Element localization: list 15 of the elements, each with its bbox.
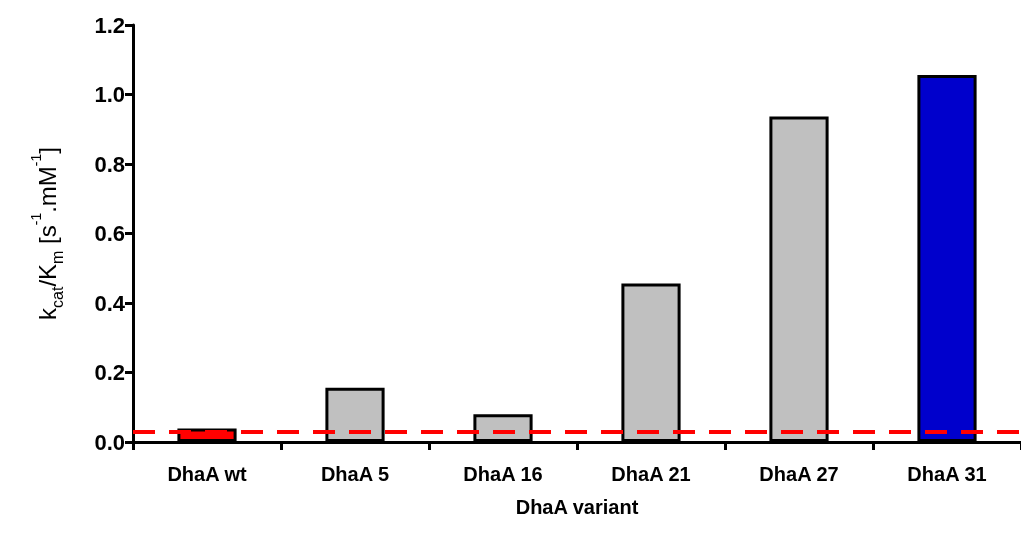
x-tick-label: DhaA wt (167, 463, 247, 485)
x-tick-label: DhaA 21 (611, 463, 691, 485)
y-tick-label: 0.0 (94, 429, 125, 455)
y-tick-label: 1.2 (94, 12, 125, 38)
text: kcat/Km [s-1.mM-1] (28, 147, 66, 320)
x-axis-title: DhaA variant (515, 496, 639, 518)
x-tick-label: DhaA 27 (759, 463, 839, 485)
x-tick-label: DhaA 5 (320, 463, 390, 485)
y-tick-label: 0.8 (94, 151, 125, 177)
x-tick-label: DhaA 16 (463, 463, 543, 485)
y-tick-label: 0.2 (94, 360, 125, 385)
y-tick-label: 0.6 (94, 221, 125, 246)
x-tick-label: DhaA 31 (907, 463, 987, 485)
y-tick-label: 0.4 (94, 290, 126, 316)
y-tick-label: 1.0 (94, 82, 125, 107)
